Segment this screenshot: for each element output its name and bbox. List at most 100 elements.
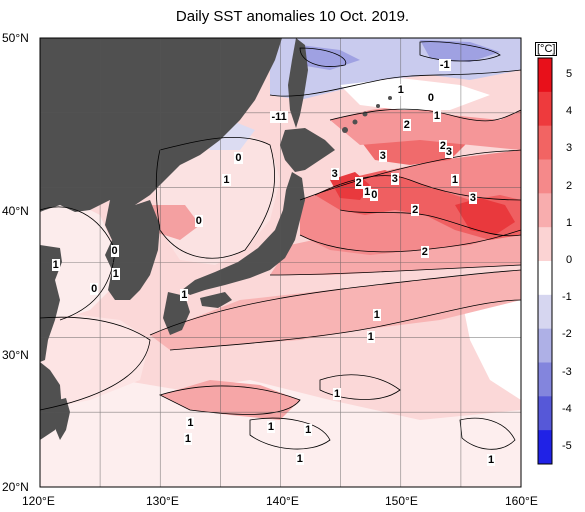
anomaly-field-plus4-b xyxy=(455,198,515,235)
contour-label: 1 xyxy=(266,421,275,434)
contour-label: 3 xyxy=(378,150,387,163)
colorbar-tick-label: 3 xyxy=(566,142,573,155)
colorbar-segment xyxy=(538,159,552,194)
colorbar-segment xyxy=(538,58,552,93)
contour-label: 1 xyxy=(51,259,60,272)
contour-label: 1 xyxy=(366,331,375,344)
contour-label: 1 xyxy=(333,388,342,401)
contour-line-3-south xyxy=(339,209,521,237)
lat-tick-30: 30°N xyxy=(2,348,29,362)
colorbar-tick-label: -3 xyxy=(562,365,572,378)
lat-tick-40: 40°N xyxy=(2,204,29,218)
land-taiwan xyxy=(54,398,70,440)
contour-label: 0 xyxy=(194,214,203,227)
colorbar-segment xyxy=(538,362,552,397)
land-kyushu xyxy=(163,292,190,335)
colorbar-tick-label: -4 xyxy=(562,402,572,415)
colorbar-segment xyxy=(538,193,552,228)
contour-line-pacific-4 xyxy=(459,417,516,450)
land-honshu xyxy=(182,172,305,295)
contour-line-3-kuroshio xyxy=(314,175,521,201)
lat-tick-50: 50°N xyxy=(2,31,29,45)
contour-label: 0 xyxy=(370,189,379,202)
contour-line-pacific-1 xyxy=(158,385,301,415)
contour-label: 1 xyxy=(222,174,231,187)
contour-label: 1 xyxy=(450,174,459,187)
colorbar-segment xyxy=(538,261,552,296)
contour-line-1-subtropic-b xyxy=(169,299,521,351)
colorbar-tick-label: 1 xyxy=(566,216,573,229)
anomaly-field-soj-plus xyxy=(150,205,200,240)
contour-label: 1 xyxy=(432,109,441,122)
contour-label: 1 xyxy=(186,416,195,429)
contour-label: 3 xyxy=(468,192,478,205)
land-china-coast xyxy=(40,245,62,362)
lat-tick-20: 20°N xyxy=(2,480,29,494)
colorbar-tick-label: -1 xyxy=(562,291,572,304)
contour-line-0-north xyxy=(269,69,521,97)
colorbar-tick-label: 2 xyxy=(566,179,573,192)
contour-label: 1 xyxy=(363,186,372,199)
map-frame xyxy=(39,37,522,488)
anomaly-field-plus2-north xyxy=(330,105,521,150)
colorbar-tick-label: 0 xyxy=(566,254,573,266)
land xyxy=(40,38,392,440)
contour-label: 1 xyxy=(180,289,189,302)
contour-label: -11 xyxy=(270,111,288,124)
anomaly-field-ecs xyxy=(40,315,150,410)
contour-label: 0 xyxy=(426,91,435,104)
contour-label: 2 xyxy=(402,118,411,131)
contour-label: 0 xyxy=(234,151,243,164)
contour-line-north-loop-2 xyxy=(299,47,347,67)
contour-label: 3 xyxy=(390,172,399,185)
colorbar-tick-label: -2 xyxy=(562,328,572,341)
colorbar-segment xyxy=(538,328,552,363)
map-title: Daily SST anomalies 10 Oct. 2019. xyxy=(175,8,410,25)
colorbar-tick-label: 4 xyxy=(566,105,573,118)
anomaly-field-minus2 xyxy=(300,45,360,70)
contour-label: 1 xyxy=(304,424,313,437)
colorbar-unit: [°C] xyxy=(535,42,558,56)
contour-label: 2 xyxy=(411,204,420,217)
contour-label: 1 xyxy=(486,454,496,467)
contour-label: 3 xyxy=(444,145,453,158)
contour-line-sea-of-japan xyxy=(155,136,276,259)
lon-tick-150: 150°E xyxy=(385,494,418,508)
land-sakhalin xyxy=(288,38,308,128)
colorbar-segment xyxy=(538,430,552,465)
land-hokkaido xyxy=(280,128,335,172)
land-asia-continent xyxy=(40,38,282,212)
colorbar-segment xyxy=(538,396,552,431)
anomaly-field-minus2-b xyxy=(420,40,500,62)
contour-label: 3 xyxy=(330,168,339,181)
colorbar-segment xyxy=(538,125,552,160)
contour-label: -1 xyxy=(438,58,451,71)
contour-label: 2 xyxy=(438,139,447,152)
contour-label: 1 xyxy=(111,268,120,281)
contour-line-2-south xyxy=(299,229,521,253)
colorbar-frame xyxy=(537,57,553,465)
colorbar-tick-label: 5 xyxy=(566,67,573,80)
anomaly-field-plus1 xyxy=(150,270,521,350)
colorbar-segment xyxy=(538,294,552,330)
colorbar-tick-label: -5 xyxy=(562,440,572,453)
anomaly-field-white-north xyxy=(340,78,490,110)
land-shikoku xyxy=(200,292,232,308)
lon-tick-120: 120°E xyxy=(22,494,55,508)
contour-label: 1 xyxy=(396,84,405,97)
contour-label: 0 xyxy=(110,244,119,257)
colorbar xyxy=(537,57,553,465)
contour-line-1-subtropic xyxy=(149,269,521,336)
contour-label: 1 xyxy=(183,433,193,446)
colorbar-segment xyxy=(538,91,552,127)
contour-line-1-south xyxy=(269,264,521,276)
contour-label: 2 xyxy=(354,177,363,190)
contour-label: 1 xyxy=(372,308,381,321)
contour-line-north-loop xyxy=(419,41,501,62)
contour-label: 1 xyxy=(295,452,304,465)
lon-tick-160: 160°E xyxy=(505,494,538,508)
lon-tick-140: 140°E xyxy=(266,494,299,508)
contour-label: 2 xyxy=(420,246,429,259)
colorbar-segment xyxy=(538,227,552,262)
